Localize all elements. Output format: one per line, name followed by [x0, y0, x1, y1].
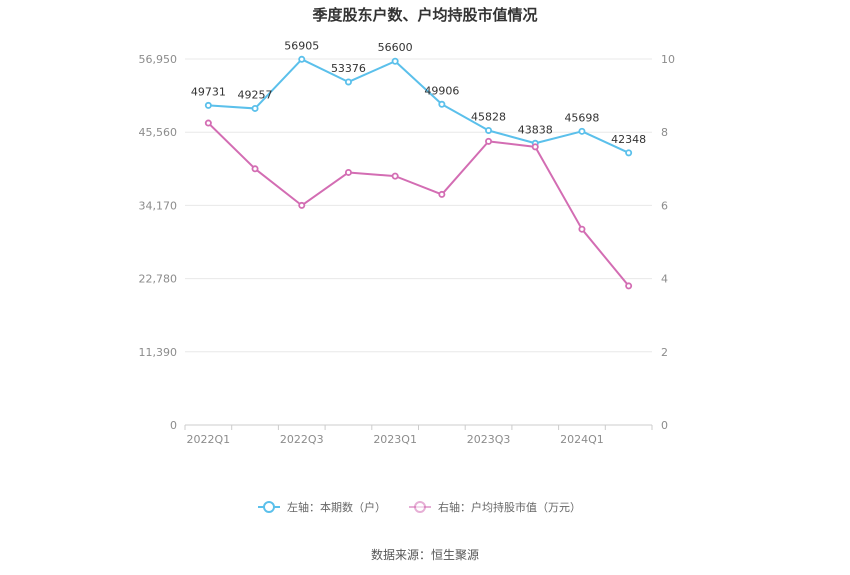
x-axis-tick-label: 2022Q3	[280, 433, 324, 446]
data-label: 49906	[424, 84, 459, 97]
data-label: 49257	[238, 88, 273, 101]
chart-title: 季度股东户数、户均持股市值情况	[312, 6, 538, 24]
x-axis-tick-label: 2023Q1	[373, 433, 417, 446]
legend-marker	[414, 501, 426, 513]
right-axis-tick-label: 6	[661, 199, 668, 212]
data-label: 56600	[378, 41, 413, 54]
data-point-holders	[344, 78, 352, 86]
data-label: 45698	[564, 111, 599, 124]
plot-area: 0 11,390 22,780 34,170 45,560 56,950 0 2 4 6 8 10 20…	[139, 39, 676, 514]
left-axis-tick-label: 22,780	[139, 273, 178, 286]
data-point-holders	[251, 104, 259, 112]
data-point-avg-value	[578, 225, 586, 233]
right-axis-tick-label: 2	[661, 346, 668, 359]
x-axis-tick-label: 2023Q3	[467, 433, 511, 446]
data-point-holders	[204, 101, 212, 109]
left-axis-tick-label: 56,950	[139, 53, 178, 66]
left-axis-tick-label: 45,560	[139, 126, 178, 139]
series-line-avg-value	[207, 122, 630, 287]
right-axis-tick-label: 0	[661, 419, 668, 432]
x-axis-tick-label: 2022Q1	[187, 433, 231, 446]
left-axis-tick-label: 11,390	[139, 346, 178, 359]
data-label: 45828	[471, 110, 506, 123]
legend-label: 左轴：本期数（户）	[287, 500, 386, 514]
data-label: 43838	[518, 123, 553, 136]
right-axis-tick-label: 8	[661, 126, 668, 139]
data-point-avg-value	[204, 119, 212, 127]
right-axis-tick-label: 4	[661, 273, 668, 286]
data-point-holders	[438, 100, 446, 108]
data-point-avg-value	[485, 137, 493, 145]
data-point-avg-value	[298, 201, 306, 209]
right-axis-tick-label: 10	[661, 53, 675, 66]
series-line-holders	[208, 58, 630, 154]
data-point-holders	[578, 127, 586, 135]
data-label: 42348	[611, 133, 646, 146]
data-point-avg-value	[438, 190, 446, 198]
left-axis-tick-label: 34,170	[139, 199, 178, 212]
data-point-holders	[298, 55, 306, 63]
data-label: 49731	[191, 85, 226, 98]
data-point-holders	[625, 149, 633, 157]
data-point-avg-value	[251, 165, 259, 173]
data-point-avg-value	[344, 168, 352, 176]
legend-marker	[263, 501, 275, 513]
legend-label: 右轴：户均持股市值（万元）	[438, 500, 581, 514]
data-point-avg-value	[531, 143, 539, 151]
data-point-holders	[485, 126, 493, 134]
data-point-holders	[391, 57, 399, 65]
data-point-avg-value	[391, 172, 399, 180]
x-axis-tick-label: 2024Q1	[560, 433, 604, 446]
data-label: 53376	[331, 62, 366, 75]
data-point-avg-value	[625, 282, 633, 290]
data-source: 数据来源：恒生聚源	[370, 548, 479, 562]
data-label: 56905	[284, 39, 319, 52]
left-axis-tick-label: 0	[170, 419, 177, 432]
